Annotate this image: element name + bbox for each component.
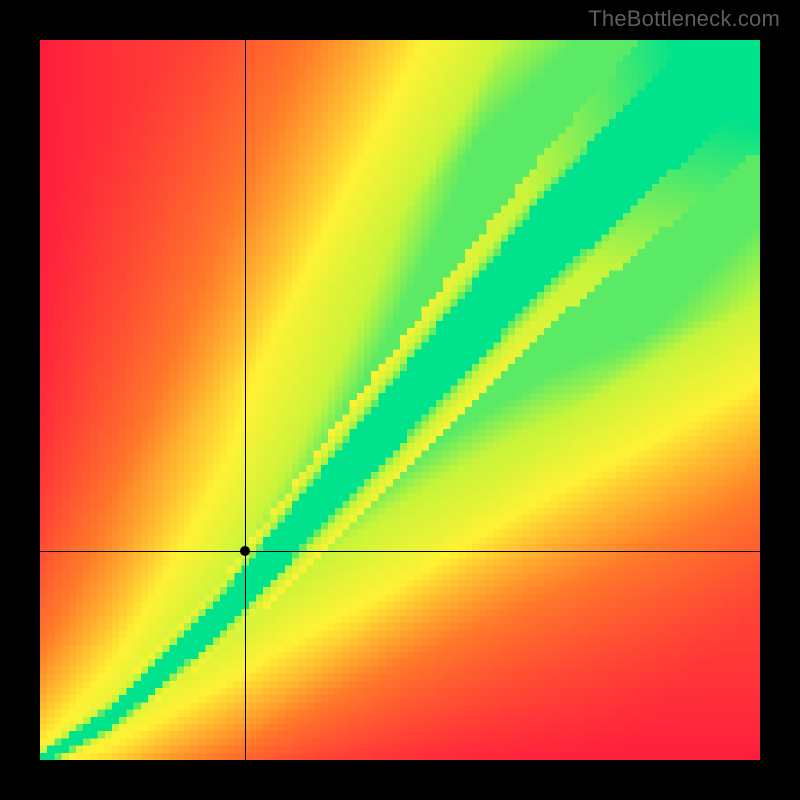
crosshair-horizontal <box>40 551 760 552</box>
crosshair-vertical <box>245 40 246 760</box>
chart-container: TheBottleneck.com <box>0 0 800 800</box>
heatmap-canvas <box>40 40 760 760</box>
plot-area <box>40 40 760 760</box>
watermark-text: TheBottleneck.com <box>588 6 780 32</box>
